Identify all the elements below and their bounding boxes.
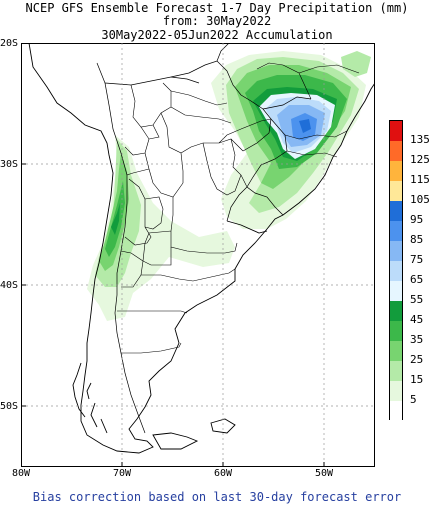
legend-label-45: 45 — [410, 313, 424, 326]
province-santiago-santafe — [160, 112, 244, 183]
legend-swatch-45 — [390, 301, 402, 321]
province-formosa-chaco — [170, 90, 232, 124]
province-buenosaires — [144, 197, 238, 254]
precip-andes-25mm — [99, 153, 129, 271]
lat-label-50s: 50S — [0, 401, 19, 412]
paraguay-border — [170, 60, 272, 152]
precip-andes-45mm — [111, 203, 120, 235]
province-santacruz — [121, 342, 182, 354]
legend-swatch-below-5 — [390, 401, 402, 421]
legend-swatch-135 — [390, 121, 402, 141]
province-borders — [117, 82, 272, 354]
map-title-line-1: NCEP GFS Ensemble Forecast 1-7 Day Preci… — [25, 1, 409, 15]
precip-ne-95mm — [299, 119, 311, 133]
legend-label-105: 105 — [410, 193, 430, 206]
legend-swatch-65 — [390, 261, 402, 281]
lon-label-70w: 70W — [113, 468, 132, 479]
province-cordoba — [126, 152, 184, 198]
chile-islands — [72, 362, 108, 434]
precip-coast-15mm — [341, 51, 371, 77]
brazil-border — [216, 43, 312, 216]
legend-swatch-35 — [390, 321, 402, 341]
province-sanluis — [144, 196, 164, 230]
legend-swatch-75 — [390, 241, 402, 261]
parana-border — [284, 130, 348, 140]
uruguay-coast — [226, 220, 268, 234]
legend-label-25: 25 — [410, 353, 424, 366]
legend-swatch-15 — [390, 361, 402, 381]
lon-label-80w: 80W — [12, 468, 31, 479]
legend-swatch-25 — [390, 341, 402, 361]
legend-label-5: 5 — [410, 393, 417, 406]
precip-legend — [389, 120, 403, 421]
province-entre-rios — [202, 142, 242, 196]
legend-swatch-85 — [390, 221, 402, 241]
legend-label-35: 35 — [410, 333, 424, 346]
legend-label-125: 125 — [410, 153, 430, 166]
precip-shading — [87, 51, 371, 321]
country-borders — [96, 43, 312, 434]
map-title-line-2: from: 30May2022 — [162, 14, 272, 28]
legend-label-95: 95 — [410, 213, 424, 226]
precipitation-map — [21, 43, 375, 467]
legend-swatch-55 — [390, 281, 402, 301]
province-neuquen-rionegro — [120, 250, 236, 288]
legend-swatch-105 — [390, 181, 402, 201]
tierra-del-fuego — [152, 432, 199, 450]
graticule — [21, 43, 375, 467]
legend-label-115: 115 — [410, 173, 430, 186]
lat-label-20s: 20S — [0, 38, 19, 49]
uruguay-border — [226, 186, 248, 222]
legend-label-15: 15 — [410, 373, 424, 386]
mato-grosso-sul-border — [256, 62, 360, 100]
province-corrientes-misiones — [218, 118, 272, 188]
tick-marks — [21, 43, 325, 467]
brazil-state-borders — [256, 62, 360, 158]
legend-swatch-5 — [390, 381, 402, 401]
chile-argentina-border — [96, 62, 146, 434]
bolivia-argentina-border — [104, 76, 200, 86]
lon-label-50w: 50W — [315, 468, 334, 479]
legend-swatch-115 — [390, 161, 402, 181]
bias-correction-note: Bias correction based on last 30-day for… — [32, 490, 402, 504]
legend-label-75: 75 — [410, 253, 424, 266]
legend-label-55: 55 — [410, 293, 424, 306]
lat-label-40s: 40S — [0, 280, 19, 291]
legend-label-135: 135 — [410, 133, 430, 146]
legend-swatch-95 — [390, 201, 402, 221]
lon-label-60w: 60W — [214, 468, 233, 479]
map-title-line-3: 30May2022-05Jun2022 Accumulation — [101, 28, 333, 42]
lat-label-30s: 30S — [0, 159, 19, 170]
legend-label-65: 65 — [410, 273, 424, 286]
legend-swatch-125 — [390, 141, 402, 161]
santa-catarina-border — [286, 150, 338, 158]
legend-label-85: 85 — [410, 233, 424, 246]
province-lapampa — [142, 242, 172, 266]
province-chubut — [117, 310, 188, 314]
